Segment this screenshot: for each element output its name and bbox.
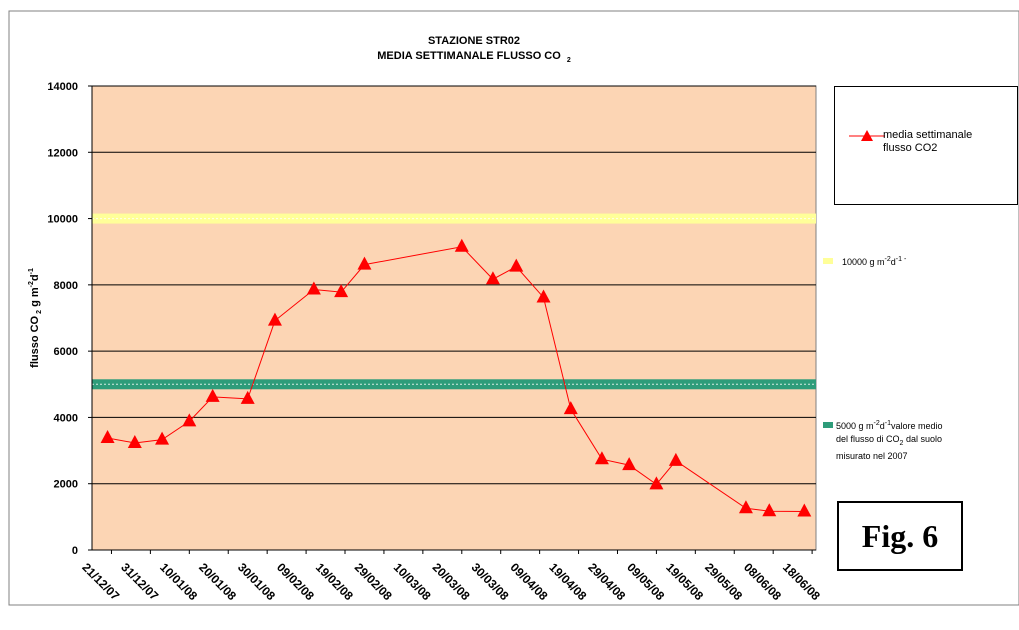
y-tick-label: 4000 <box>54 412 78 424</box>
ref-5000-swatch <box>823 422 833 428</box>
y-tick-label: 8000 <box>54 280 78 292</box>
y-tick-label: 10000 <box>47 214 78 226</box>
data-point-marker <box>622 457 637 471</box>
data-point-marker <box>454 238 469 252</box>
data-point-marker <box>563 401 578 415</box>
reference-lines <box>92 213 816 390</box>
y-tick-label: 6000 <box>54 346 78 358</box>
y-tick-label: 0 <box>72 545 78 557</box>
plot-area <box>91 85 817 551</box>
chart-subtitle: MEDIA SETTIMANALE FLUSSO CO 2 <box>377 50 571 64</box>
legend-label: media settimanale flusso CO2 <box>883 129 1013 155</box>
data-point-marker <box>536 289 551 303</box>
data-point-marker <box>668 452 683 466</box>
ref-10000-swatch <box>823 258 833 264</box>
data-point-marker <box>509 258 524 272</box>
data-point-marker <box>267 312 282 326</box>
data-point-marker <box>485 271 500 285</box>
ref-10000-note: 10000 g m-2d-1 - <box>842 256 907 267</box>
data-point-marker <box>762 503 777 517</box>
legend-label-line2: flusso CO2 <box>883 142 938 154</box>
data-point-marker <box>797 503 812 517</box>
legend-label-line1: media settimanale <box>883 129 973 141</box>
series-line <box>107 246 805 513</box>
y-tick-label: 12000 <box>47 147 78 159</box>
data-point-marker <box>182 413 197 427</box>
data-point-marker <box>100 429 115 443</box>
data-point-marker <box>155 431 170 445</box>
data-point-marker <box>306 281 321 295</box>
y-tick-label: 14000 <box>47 81 78 93</box>
data-point-marker <box>357 256 372 270</box>
data-point-marker <box>649 476 664 490</box>
ref-5000-note: 5000 g m-2d-1valore medio del flusso di … <box>836 420 943 461</box>
legend-marker <box>849 130 885 141</box>
data-point-marker <box>127 434 142 448</box>
data-point-marker <box>334 284 349 298</box>
y-axis-label: flusso CO2 g m-2d-1 <box>28 268 43 368</box>
y-tick-label: 2000 <box>54 479 78 491</box>
data-point-marker <box>594 451 609 465</box>
data-point-marker <box>205 388 220 402</box>
y-tick-labels: 0 2000 4000 6000 8000 10000 12000 14000 <box>47 81 92 557</box>
figure-label: Fig. 6 <box>837 501 963 571</box>
data-point-marker <box>240 390 255 404</box>
chart-title: STAZIONE STR02 <box>428 35 520 47</box>
legend: media settimanale flusso CO2 <box>834 86 1018 205</box>
series-media-settimanale <box>100 238 812 517</box>
data-point-marker <box>738 500 753 514</box>
